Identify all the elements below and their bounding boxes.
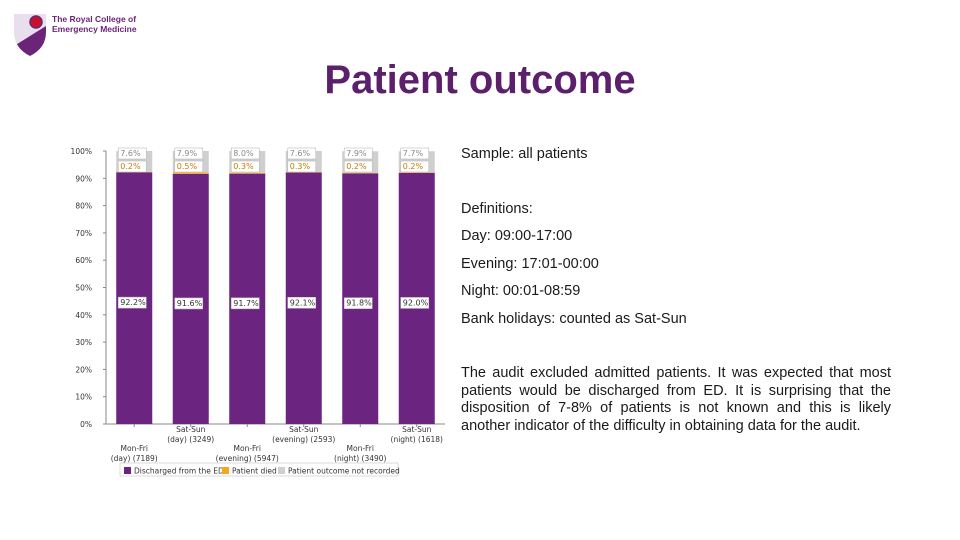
notes-panel: Sample: all patients Definitions: Day: 0… [461,146,891,435]
data-label: 92.2% [120,298,146,307]
legend-box [119,462,399,477]
x-tick-label: Sat-Sun [402,425,432,434]
logo-line-1: The Royal College of [52,14,137,24]
data-label: 7.9% [346,149,367,158]
data-label: 8.0% [233,149,254,158]
bar-segment [398,172,435,173]
data-label: 7.6% [290,149,311,158]
y-tick-label: 0% [80,420,92,429]
data-label-box [117,296,147,309]
definition-night: Night: 00:01-08:59 [461,283,581,299]
legend-swatch [222,467,229,474]
chart-svg: 0% 10% 20% 30% 40% 50% 60% 70% 80% 90% 100% 92.2% 0.… [71,147,445,477]
bar-segment [342,172,379,174]
college-shield-icon [14,14,46,56]
data-label-box [230,160,260,173]
logo-line-2: Emergency Medicine [52,24,137,34]
x-tick-label: Sat-Sun [176,425,206,434]
data-label: 0.2% [120,162,141,171]
data-label: 0.3% [290,162,311,171]
data-label-box [287,160,317,173]
data-label-box [287,296,317,309]
data-label-box [174,147,204,160]
bar-segment [172,172,209,174]
page-title: Patient outcome [324,58,636,102]
data-label-box [117,160,147,173]
data-label-box [287,147,317,160]
definition-bank-holidays: Bank holidays: counted as Sat-Sun [461,310,687,327]
data-label: 91.8% [346,299,372,308]
data-label: 0.2% [403,162,424,171]
y-tick-label: 50% [75,284,92,293]
x-tick-label: (evening) (5947) [216,454,279,463]
legend-swatch [278,467,285,474]
x-tick-label: (night) (1618) [391,435,444,444]
y-tick-label: 80% [75,202,92,211]
data-label-box [400,297,430,309]
data-label: 0.3% [233,162,254,171]
data-label-box [400,160,430,173]
college-logo: The Royal College of Emergency Medicine [12,12,182,62]
y-tick-label: 30% [75,338,92,347]
x-tick-label: Sat-Sun [289,425,319,434]
data-label-box [230,147,260,160]
definition-evening: Evening: 17:01-00:00 [461,255,599,272]
x-tick-label: Mon-Fri [234,444,261,453]
data-label: 92.0% [403,298,429,307]
x-tick-label: Mon-Fri [347,444,374,453]
y-tick-label: 60% [75,256,92,265]
data-label-box [174,297,204,310]
data-label-box [174,160,204,173]
y-tick-label: 20% [75,365,92,374]
legend-swatch [124,467,131,474]
data-label: 91.6% [177,299,203,308]
legend-label: Patient outcome not recorded [288,467,400,476]
y-tick-label: 90% [75,174,92,183]
stacked-bar-chart: 0% 10% 20% 30% 40% 50% 60% 70% 80% 90% 100% 92.2% 0.… [60,140,460,485]
x-tick-label: (day) (3249) [167,435,214,444]
sample-note: Sample: all patients [461,146,588,162]
data-label: 0.2% [346,162,367,171]
legend-label: Discharged from the ED [134,467,224,476]
data-label: 7.9% [177,149,198,158]
data-label-box [343,297,373,309]
audit-paragraph: The audit excluded admitted patients. It… [461,365,891,434]
y-tick-label: 70% [75,229,92,238]
data-label-box [400,147,430,160]
data-label-box [343,147,373,160]
data-label-box [230,297,260,310]
definition-day: Day: 09:00-17:00 [461,228,573,244]
y-tick-label: 100% [71,147,92,156]
bar-segment [229,172,266,174]
data-label: 7.6% [120,149,141,158]
data-label: 92.1% [290,298,316,307]
data-label-box [117,147,147,160]
y-tick-label: 10% [75,393,92,402]
data-label: 7.7% [403,149,424,158]
legend-label: Patient died [232,467,277,476]
x-tick-label: (evening) (2593) [272,435,335,444]
data-label: 91.7% [233,299,259,308]
x-tick-label: (day) (7189) [111,454,158,463]
x-tick-label: Mon-Fri [121,444,148,453]
data-label-box [343,160,373,173]
x-tick-label: (night) (3490) [334,454,387,463]
definitions-heading: Definitions: [461,200,533,217]
y-tick-label: 40% [75,311,92,320]
data-label: 0.5% [177,162,198,171]
